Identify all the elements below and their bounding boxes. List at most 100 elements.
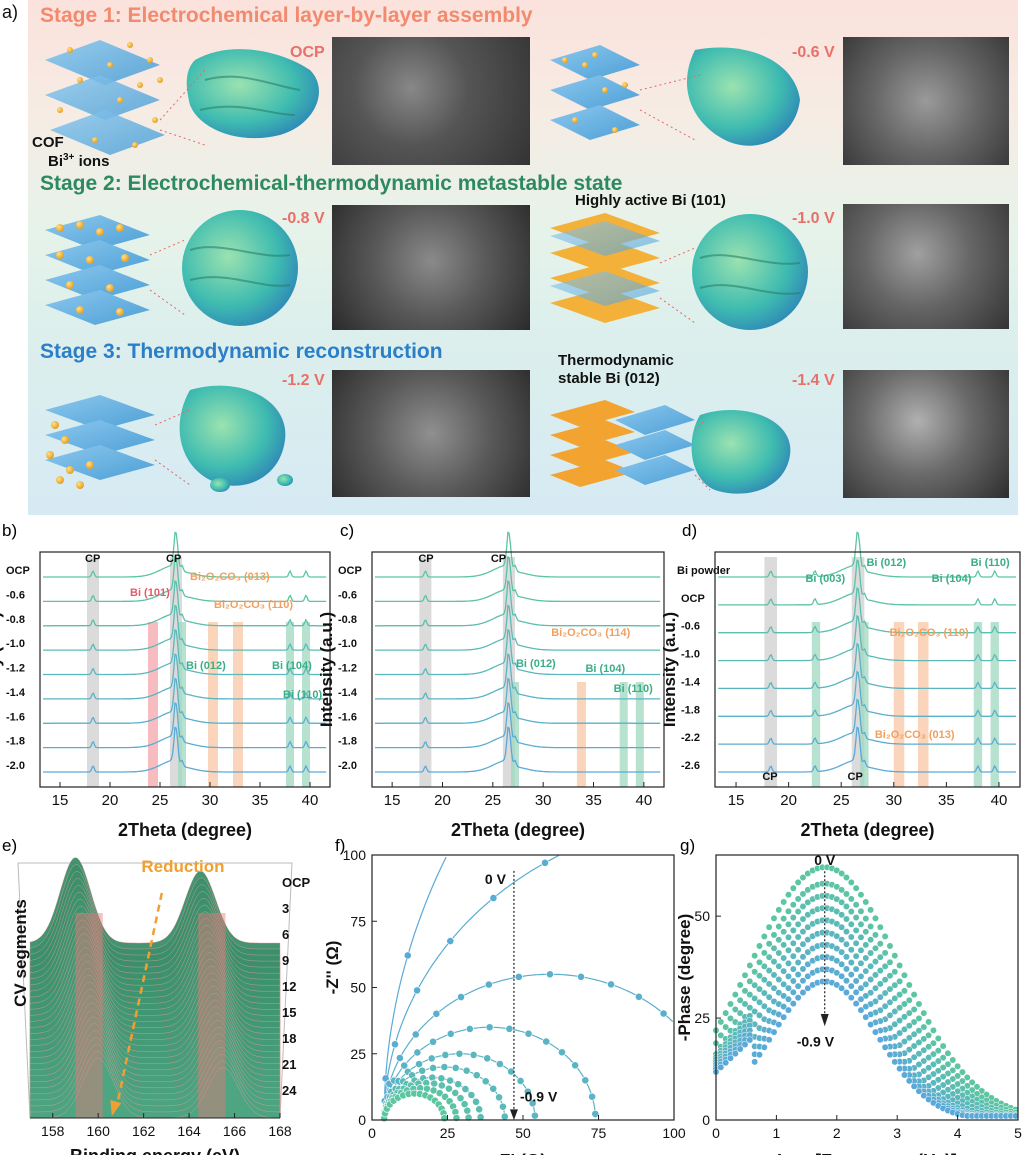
bode-point bbox=[872, 984, 879, 992]
bode-point bbox=[780, 1013, 788, 1021]
xrd-tick-label: 35 bbox=[585, 792, 602, 809]
nyquist-point bbox=[489, 894, 498, 902]
bode-point bbox=[765, 980, 773, 988]
xrd-panel-d: d) Bi powder OCP -0.6 -1.0 -1.4 -1.8 -2.2 -2.6 15… bbox=[660, 521, 1021, 840]
bode-point bbox=[944, 1060, 952, 1068]
arrow-bottom-label: -0.9 V bbox=[520, 1088, 558, 1104]
xrd-annotation: Bi₂O₂CO₃ (013) bbox=[190, 571, 270, 583]
bode-point bbox=[794, 908, 802, 916]
bode-point bbox=[920, 1046, 928, 1054]
xrd-band bbox=[87, 557, 99, 787]
nyquist-point bbox=[451, 1088, 460, 1097]
bode-point bbox=[804, 960, 812, 968]
xps-panel-e: e) Reduction 158 160 162 164 166 168 Binding ene… bbox=[2, 836, 311, 1155]
xrd-series-label: -1.4 bbox=[681, 676, 701, 688]
xrd-annotation: Bi (101) bbox=[130, 587, 170, 599]
bode-point bbox=[944, 1070, 952, 1077]
voltage-0-6-label: -0.6 V bbox=[792, 44, 835, 61]
bode-point bbox=[804, 886, 812, 894]
bode-point bbox=[838, 911, 846, 919]
bode-point bbox=[775, 936, 783, 944]
bode-point bbox=[789, 939, 797, 947]
bode-point bbox=[900, 1071, 908, 1079]
bode-point bbox=[886, 1011, 894, 1019]
nyquist-point bbox=[440, 1063, 449, 1071]
nyquist-point bbox=[500, 1112, 509, 1121]
nyquist-y-tick-label: 100 bbox=[343, 847, 367, 863]
bode-point bbox=[886, 942, 894, 950]
xrd-tick-label: 25 bbox=[152, 792, 169, 809]
nyquist-x-tick-label: 100 bbox=[662, 1125, 686, 1141]
xrd-trace bbox=[43, 580, 327, 627]
nyquist-point bbox=[484, 980, 493, 989]
nyquist-curve bbox=[383, 854, 560, 1120]
bode-point bbox=[789, 901, 797, 909]
bode-point bbox=[900, 1038, 908, 1045]
nyquist-point bbox=[607, 980, 615, 989]
xrd-band bbox=[302, 622, 310, 787]
xrd-tick-label: 20 bbox=[780, 792, 797, 809]
xrd-band bbox=[635, 682, 644, 787]
bode-point bbox=[833, 932, 841, 940]
nyquist-point bbox=[531, 1111, 539, 1120]
bode-point bbox=[756, 1051, 763, 1059]
bode-point bbox=[891, 1008, 899, 1015]
bode-point bbox=[925, 1064, 933, 1072]
bode-point bbox=[751, 968, 759, 976]
xrd-tick-label: 40 bbox=[636, 792, 653, 809]
nyquist-point bbox=[437, 1081, 446, 1090]
voltage-arrowhead bbox=[509, 1109, 518, 1120]
xrd-series-label: -1.4 bbox=[6, 687, 26, 699]
bode-point bbox=[896, 962, 904, 969]
bode-point bbox=[838, 972, 846, 980]
bode-point bbox=[944, 1049, 952, 1057]
xrd-series-label: -1.6 bbox=[338, 711, 357, 723]
bode-point bbox=[939, 1042, 947, 1050]
bode-point bbox=[770, 984, 778, 992]
bode-point bbox=[954, 1072, 962, 1080]
bode-point bbox=[843, 989, 850, 996]
bode-point bbox=[867, 1021, 875, 1028]
xrd-series-label: OCP bbox=[681, 593, 705, 605]
bode-point bbox=[727, 1014, 734, 1022]
sem-image-1-0 bbox=[843, 204, 1009, 329]
nyquist-point bbox=[472, 1071, 481, 1080]
bode-point bbox=[872, 1028, 879, 1036]
nyquist-point bbox=[558, 1048, 566, 1057]
bode-point bbox=[886, 998, 894, 1006]
bode-point bbox=[925, 1073, 933, 1081]
bode-point bbox=[925, 1043, 933, 1051]
xrd-band bbox=[917, 622, 929, 787]
bode-point bbox=[872, 971, 879, 979]
bode-point bbox=[780, 941, 788, 949]
nyquist-point bbox=[591, 1109, 600, 1118]
nyquist-point bbox=[514, 972, 523, 981]
bode-point bbox=[833, 981, 841, 989]
voltage-ocp-label: OCP bbox=[290, 44, 325, 61]
bode-point bbox=[843, 928, 850, 936]
xrd-trace bbox=[718, 587, 1016, 634]
nyquist-point bbox=[391, 1040, 399, 1049]
nyquist-y-tick-label: 75 bbox=[350, 913, 366, 929]
xrd-trace bbox=[375, 701, 661, 749]
xps-segment-label: 3 bbox=[282, 901, 289, 916]
bode-point bbox=[973, 1083, 981, 1091]
bode-point bbox=[867, 962, 875, 970]
xrd-tick-label: 40 bbox=[991, 792, 1008, 809]
bode-point bbox=[838, 960, 846, 968]
reduction-arrow bbox=[115, 892, 164, 1109]
bode-x-tick-label: 1 bbox=[773, 1125, 781, 1141]
bode-point bbox=[896, 1029, 904, 1037]
xps-segment-label: 12 bbox=[282, 979, 296, 994]
sem-image-0-6 bbox=[843, 37, 1009, 165]
bode-point bbox=[760, 933, 768, 940]
xrd-series-label: -0.8 bbox=[338, 614, 357, 626]
bode-point bbox=[857, 891, 865, 899]
bode-point bbox=[915, 1050, 923, 1058]
bode-point bbox=[847, 908, 855, 916]
bode-point bbox=[717, 1018, 725, 1026]
bode-point bbox=[900, 987, 908, 995]
bode-point bbox=[794, 933, 802, 941]
xrd-tick-label: 35 bbox=[252, 792, 269, 809]
bode-point bbox=[838, 886, 846, 894]
